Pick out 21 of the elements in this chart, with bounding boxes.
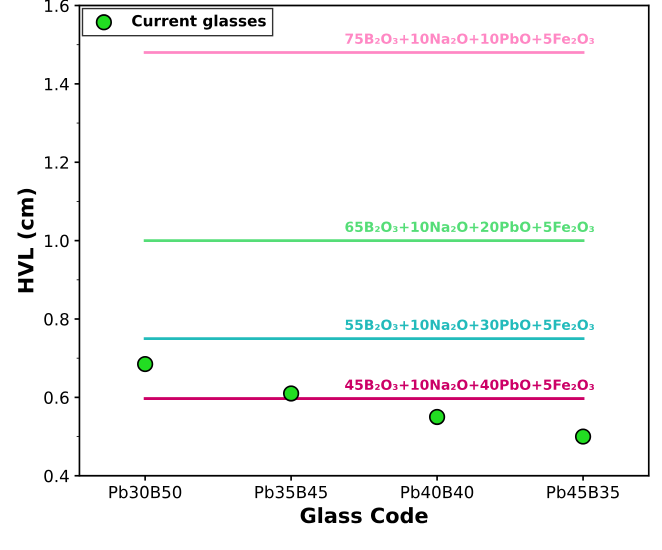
point — [574, 428, 592, 445]
y-tick-label: 0.8 — [44, 312, 69, 326]
x-tick-label: Pb45B35 — [547, 485, 619, 498]
point — [428, 408, 446, 426]
y-tick-label: 0.4 — [44, 470, 69, 482]
x-tick-label: Pb35B45 — [256, 485, 327, 498]
series-label: 55B₂O₃+10Na₂O+30PbO+5Fe₂O₃ — [346, 319, 594, 330]
y-tick-label: 1.4 — [45, 78, 69, 90]
series-label: 75B₂O₃+10Na₂O+10PbO+5Fe₂O₃ — [345, 33, 594, 44]
x-axis-title: Glass Code — [300, 507, 428, 524]
point — [282, 385, 300, 402]
point — [137, 356, 154, 372]
y-axis-title: HVL (cm) — [18, 188, 36, 292]
series-label: 45B₂O₃+10Na₂O+40PbO+5Fe₂O₃ — [345, 379, 594, 390]
series-label: 65B₂O₃+10Na₂O+20PbO+5Fe₂O₃ — [345, 221, 594, 232]
x-tick-label: Pb40B40 — [401, 485, 474, 498]
legend-label: Current glasses — [132, 14, 266, 30]
y-tick-label: 0.6 — [44, 391, 69, 404]
x-tick-label: Pb30B50 — [110, 485, 182, 498]
y-tick-label: 1.0 — [45, 234, 69, 248]
y-tick-label: 1.2 — [45, 156, 68, 169]
